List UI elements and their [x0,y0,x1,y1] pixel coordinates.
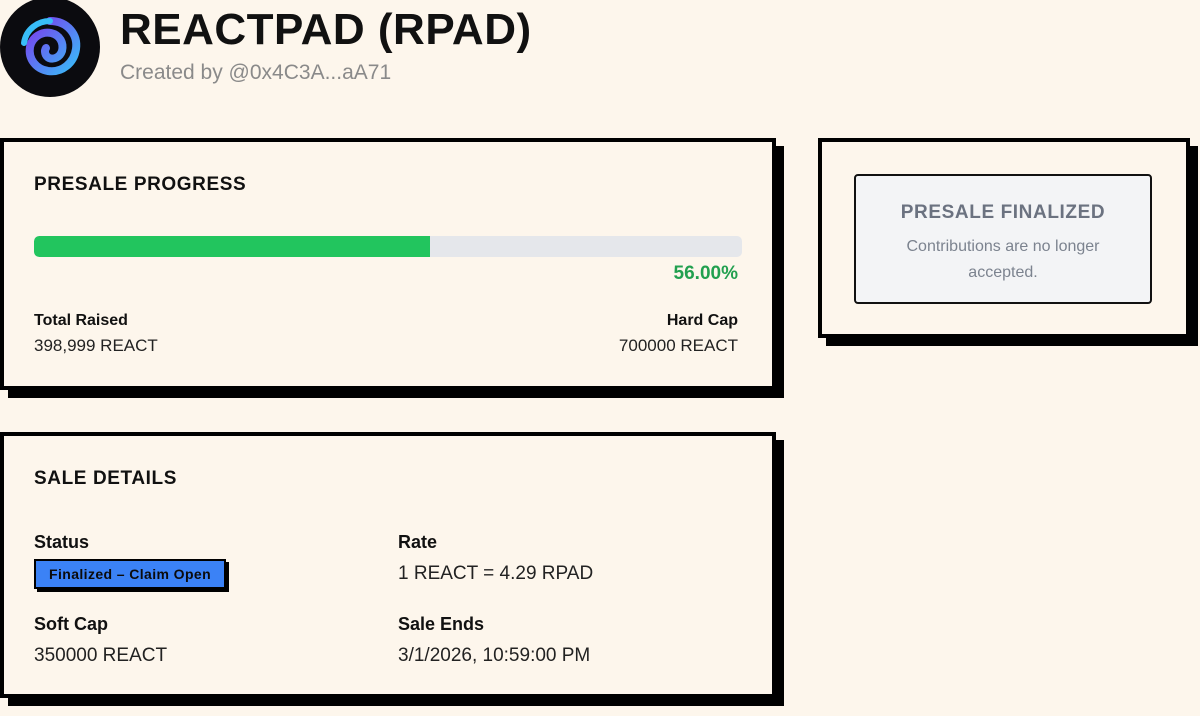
finalized-message: Contributions are no longer accepted. [906,238,1100,281]
sale-ends-value: 3/1/2026, 10:59:00 PM [398,645,591,666]
sale-details-card: SALE DETAILS Status Finalized – Claim Op… [0,432,776,698]
soft-cap-field: Soft Cap 350000 REACT [34,614,167,667]
soft-cap-label: Soft Cap [34,614,108,634]
page-title: REACTPAD (RPAD) [120,5,532,54]
status-badge: Finalized – Claim Open [34,559,227,589]
progress-bar-fill [34,236,431,257]
soft-cap-value: 350000 REACT [34,645,168,666]
hard-cap: Hard Cap 700000 REACT [619,312,738,356]
rate-label: Rate [398,532,438,552]
hard-cap-label: Hard Cap [666,312,738,329]
progress-percent: 56.00% [673,263,738,284]
presale-progress-card: PRESALE PROGRESS 56.00% Total Raised 398… [0,138,776,390]
progress-bar [34,236,742,257]
sale-details-title: SALE DETAILS [34,468,178,489]
finalized-title: PRESALE FINALIZED [900,202,1106,223]
sale-ends-label: Sale Ends [398,614,485,634]
hard-cap-value: 700000 REACT [618,336,738,355]
total-raised-label: Total Raised [34,312,128,329]
creator-address: Created by @0x4C3A...aA71 [120,61,392,84]
status-field: Status Finalized – Claim Open [34,532,227,589]
sale-ends-field: Sale Ends 3/1/2026, 10:59:00 PM [398,614,590,667]
finalized-notice: PRESALE FINALIZED Contributions are no l… [854,174,1152,304]
rate-field: Rate 1 REACT = 4.29 RPAD [398,532,593,585]
rate-value: 1 REACT = 4.29 RPAD [398,563,594,584]
status-label: Status [34,532,90,552]
total-raised: Total Raised 398,999 REACT [34,312,158,356]
swirl-logo-icon [21,17,81,76]
presale-status-card: PRESALE FINALIZED Contributions are no l… [818,138,1190,338]
total-raised-value: 398,999 REACT [34,336,158,355]
progress-title: PRESALE PROGRESS [34,174,247,195]
project-logo [0,0,100,97]
